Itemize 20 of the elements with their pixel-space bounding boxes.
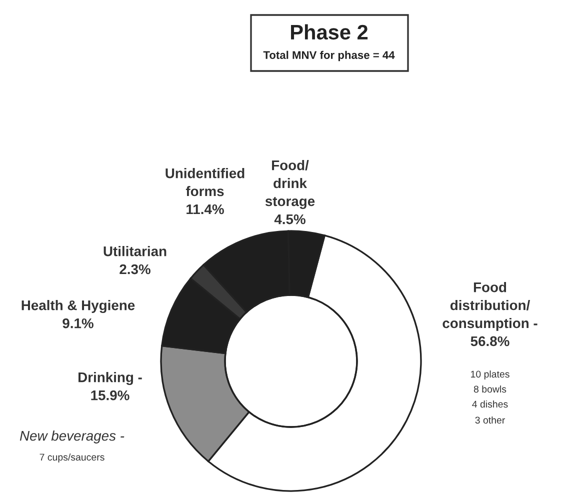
text: 8 bowls: [474, 385, 506, 393]
text: 7 cups/saucers: [40, 453, 104, 463]
data-label: 4.5%: [274, 214, 306, 224]
data-label: 2.3%: [120, 264, 150, 274]
slice-label: Food/ drink storage: [265, 160, 315, 209]
text: 4 dishes: [472, 400, 508, 408]
text: 3 other: [475, 416, 505, 424]
slice-label: Health & Hygiene: [22, 300, 135, 314]
slice-label: Food distribution/ consumption -: [442, 282, 538, 331]
data-label: 9.1%: [62, 318, 94, 328]
data-label: 15.9%: [91, 390, 130, 400]
chart-title: Phase 2: [291, 24, 368, 40]
slice-label: Utilitarian: [104, 246, 166, 256]
data-label: 11.4%: [186, 204, 224, 214]
text: 10 plates: [471, 370, 510, 380]
text: New beverages -: [20, 430, 124, 444]
data-label: 56.8%: [470, 336, 510, 346]
slice-label: Drinking -: [78, 372, 142, 386]
chart-subtitle: Total MNV for phase = 44: [263, 50, 395, 62]
slice-label: Unidentified forms: [166, 168, 244, 196]
